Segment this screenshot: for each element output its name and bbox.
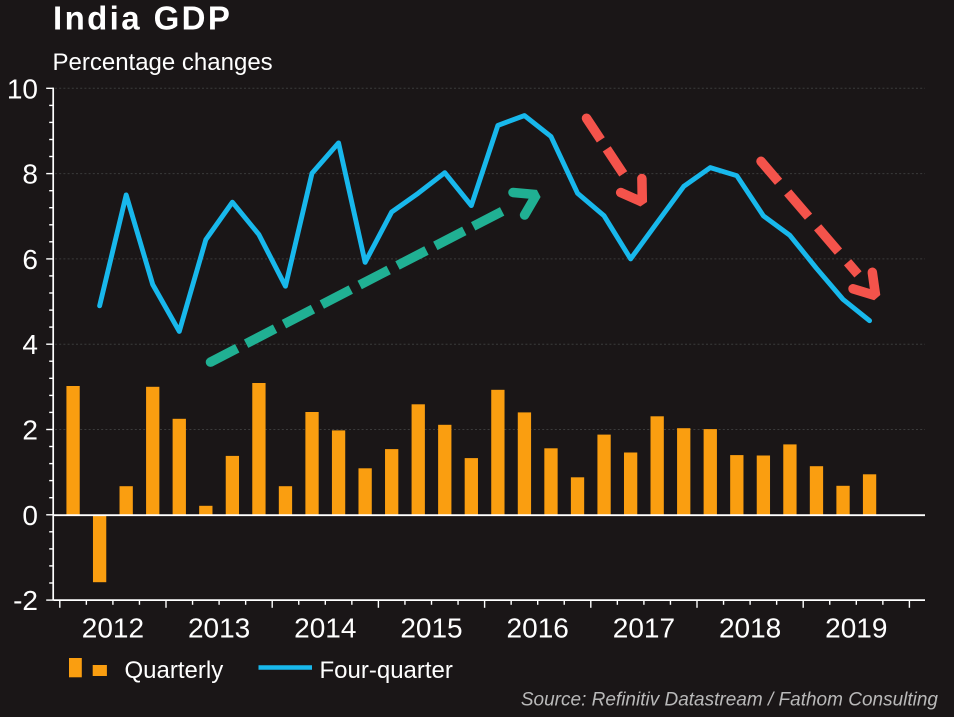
svg-text:-2: -2: [13, 585, 38, 616]
svg-text:Quarterly: Quarterly: [125, 657, 224, 684]
svg-text:Percentage changes: Percentage changes: [53, 49, 273, 76]
svg-text:8: 8: [22, 159, 38, 190]
svg-text:2017: 2017: [613, 613, 675, 644]
svg-text:10: 10: [7, 73, 38, 104]
svg-text:2: 2: [22, 415, 38, 446]
svg-text:6: 6: [22, 244, 38, 275]
svg-text:0: 0: [22, 500, 38, 531]
svg-text:2015: 2015: [400, 613, 462, 644]
svg-text:4: 4: [22, 329, 38, 360]
svg-text:2016: 2016: [507, 613, 569, 644]
svg-text:2012: 2012: [82, 613, 144, 644]
svg-text:Source: Refinitiv Datastream /: Source: Refinitiv Datastream / Fathom Co…: [521, 689, 939, 710]
svg-text:2014: 2014: [294, 613, 356, 644]
svg-text:India GDP: India GDP: [53, 0, 232, 37]
svg-text:2013: 2013: [188, 613, 250, 644]
svg-text:2018: 2018: [719, 613, 781, 644]
svg-text:Four-quarter: Four-quarter: [320, 657, 453, 684]
svg-text:2019: 2019: [825, 613, 887, 644]
